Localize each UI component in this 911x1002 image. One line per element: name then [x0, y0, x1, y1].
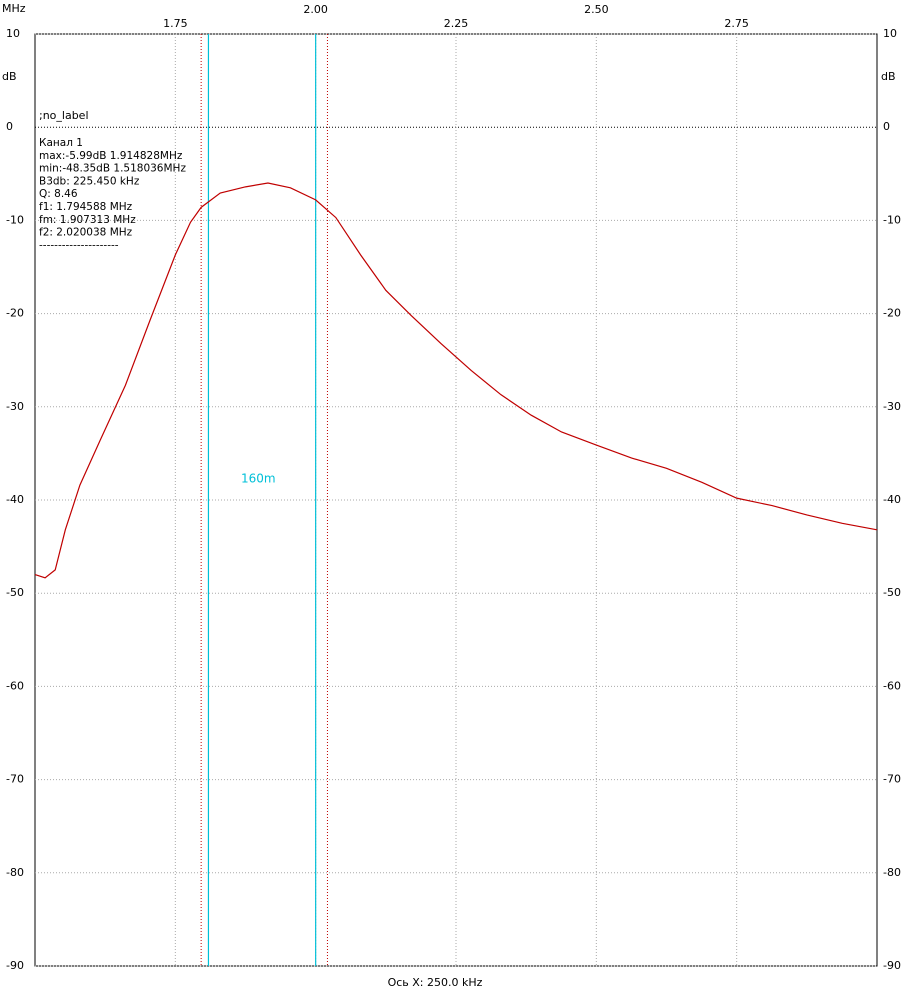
y-tick-label-left: -60	[6, 679, 24, 692]
y-tick-label-left: -50	[6, 586, 24, 599]
info-line: Канал 1	[39, 137, 83, 149]
x-tick-label: 1.75	[163, 17, 188, 30]
y-tick-label-right: 10	[883, 27, 897, 40]
y-tick-label-left: -30	[6, 400, 24, 413]
info-line: Q: 8.46	[39, 188, 78, 200]
y-tick-label-right: -70	[883, 773, 901, 786]
label-tag: ;no_label	[39, 109, 89, 122]
info-line: fm: 1.907313 MHz	[39, 214, 136, 226]
y-tick-label-right: -20	[883, 307, 901, 320]
info-line: f1: 1.794588 MHz	[39, 201, 133, 213]
y-tick-label-left: -40	[6, 493, 24, 506]
y-tick-label-right: -80	[883, 866, 901, 879]
y-tick-label-right: -50	[883, 586, 901, 599]
y-label-right: dB	[881, 70, 896, 83]
x-tick-label: 2.00	[303, 3, 328, 16]
y-tick-label-right: -10	[883, 213, 901, 226]
info-line: f2: 2.020038 MHz	[39, 227, 133, 239]
y-tick-label-right: 0	[883, 120, 890, 133]
y-tick-label-left: -90	[6, 959, 24, 972]
x-label: Ось X: 250.0 kHz	[388, 976, 483, 989]
y-tick-label-right: -40	[883, 493, 901, 506]
data-line	[34, 182, 878, 579]
y-tick-label-right: -30	[883, 400, 901, 413]
y-label-left: dB	[2, 70, 17, 83]
y-tick-label-left: -10	[6, 213, 24, 226]
y-tick-label-left: -70	[6, 773, 24, 786]
x-tick-label: 2.50	[584, 3, 609, 16]
y-tick-label-right: -90	[883, 959, 901, 972]
info-line: min:-48.35dB 1.518036MHz	[39, 163, 186, 175]
y-tick-label-left: 10	[6, 27, 20, 40]
y-tick-label-left: 0	[6, 120, 13, 133]
info-line: B3db: 225.450 kHz	[39, 175, 140, 187]
y-tick-label-right: -60	[883, 679, 901, 692]
x-tick-label: 2.25	[444, 17, 469, 30]
band-label: 160m	[241, 472, 276, 486]
info-line: max:-5.99dB 1.914828MHz	[39, 150, 183, 162]
y-tick-label-left: -20	[6, 307, 24, 320]
x-unit: MHz	[2, 2, 26, 15]
x-tick-label: 2.75	[724, 17, 749, 30]
info-line: ---------------------	[39, 239, 119, 251]
y-tick-label-left: -80	[6, 866, 24, 879]
